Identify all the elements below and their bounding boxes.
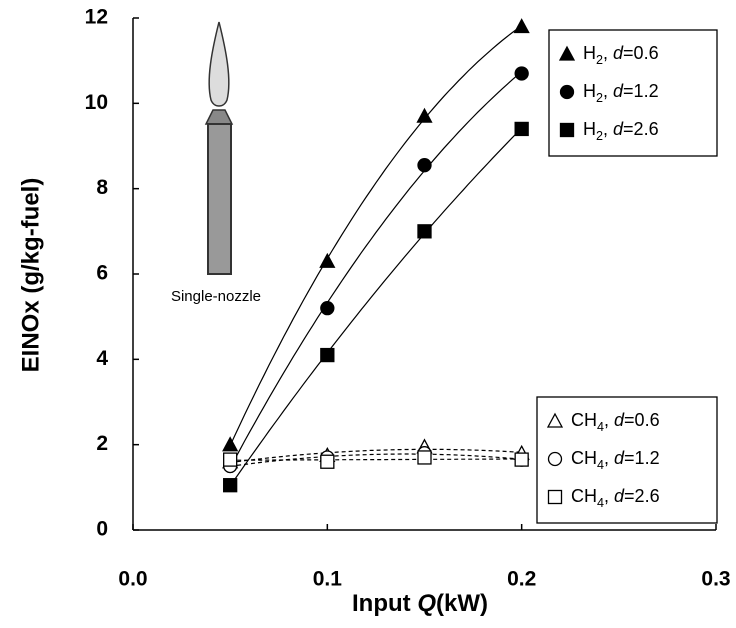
marker-square [223, 452, 238, 467]
legend-marker [547, 451, 563, 467]
marker-circle [514, 66, 529, 81]
legend-marker [547, 489, 563, 505]
legend-marker [558, 45, 576, 61]
marker-square [320, 347, 335, 363]
marker-circle [320, 300, 335, 316]
marker-circle [417, 158, 432, 173]
legend-label: H2, d=2.6 [583, 119, 659, 144]
legend-marker [546, 412, 564, 428]
y-tick-label: 8 [96, 176, 108, 199]
marker-triangle [513, 18, 530, 34]
y-tick-label: 2 [96, 432, 108, 455]
legend-label: H2, d=0.6 [583, 43, 659, 68]
x-tick-label: 0.0 [118, 568, 147, 591]
x-tick-label: 0.3 [701, 568, 730, 591]
marker-square [514, 452, 529, 467]
marker-triangle [416, 107, 433, 123]
trend-line [229, 25, 523, 446]
marker-square [223, 478, 238, 493]
y-tick-label: 4 [96, 347, 108, 370]
marker-triangle [222, 436, 239, 452]
y-axis-label: EINOx (g/kg-fuel) [17, 178, 44, 373]
x-axis-label: Input Q(kW) [352, 590, 488, 617]
legend-box [536, 396, 718, 524]
annotation: Single-nozzle [171, 288, 261, 305]
y-tick-label: 10 [85, 91, 108, 114]
marker-square [514, 121, 529, 137]
nozzle-drawing [204, 21, 234, 275]
legend-label: CH4, d=0.6 [571, 410, 660, 435]
y-tick-label: 12 [85, 6, 108, 29]
x-tick-label: 0.2 [507, 568, 536, 591]
x-tick-label: 0.1 [313, 568, 343, 591]
legend-label: CH4, d=1.2 [571, 448, 660, 473]
marker-square [417, 450, 432, 465]
legend-label: CH4, d=2.6 [571, 486, 660, 511]
y-tick-label: 6 [96, 262, 108, 285]
trend-line [230, 458, 522, 461]
legend-label: H2, d=1.2 [583, 81, 659, 106]
trend-line [229, 127, 523, 487]
legend-marker [559, 122, 575, 138]
y-tick-label: 0 [96, 518, 108, 541]
legend-box [548, 29, 718, 157]
legend-marker [559, 84, 575, 100]
marker-square [320, 454, 335, 469]
marker-square [417, 224, 432, 239]
marker-triangle [319, 252, 336, 268]
trend-line [229, 71, 523, 469]
